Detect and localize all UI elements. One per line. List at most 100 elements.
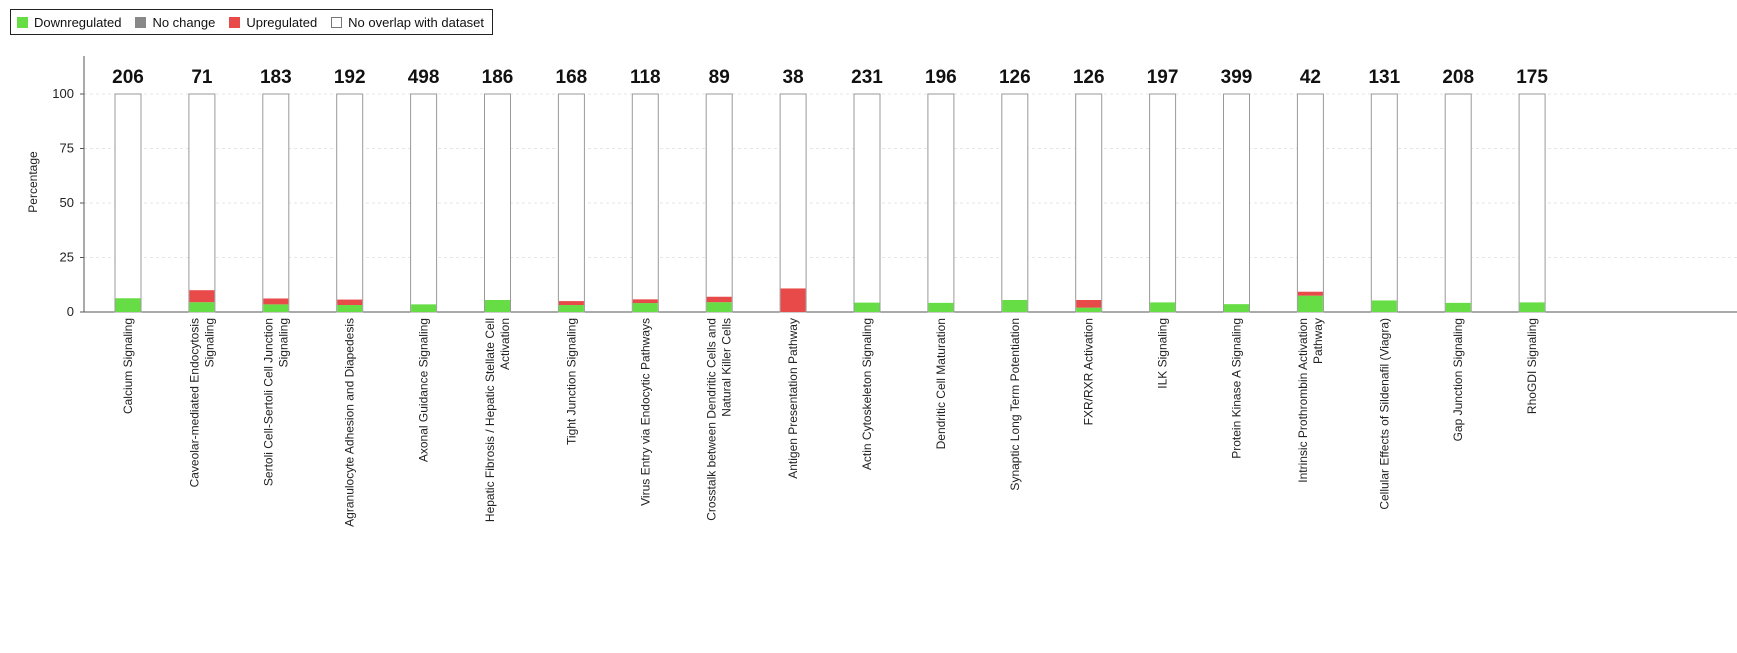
legend-item-no-overlap[interactable]: No overlap with dataset	[331, 15, 484, 30]
bar-total-label: 186	[482, 67, 514, 88]
category-label: Sertoli Cell-Sertoli Cell Junction Signal…	[261, 318, 290, 486]
y-tick-label: 75	[60, 141, 74, 156]
bar-stack	[557, 93, 585, 313]
y-tick-label: 50	[60, 195, 74, 210]
bar-segment-no-overlap	[262, 93, 290, 313]
category-label-line: RhoGDI Signaling	[1525, 318, 1539, 414]
legend-swatch-no-overlap	[331, 16, 343, 28]
category-label: Protein Kinase A Signaling	[1230, 318, 1244, 459]
bar-segment-downregulated	[1002, 300, 1028, 312]
bar-segment-upregulated	[780, 288, 806, 312]
bar-total-label: 498	[408, 67, 440, 88]
bar-stack	[927, 93, 955, 313]
category-label-line: Crosstalk between Dendritic Cells and	[705, 318, 719, 521]
bar-total-label: 175	[1516, 67, 1548, 88]
legend-label-downregulated: Downregulated	[34, 14, 122, 30]
bar-segment-downregulated	[1076, 307, 1102, 312]
category-label-line: Gap Junction Signaling	[1451, 318, 1465, 441]
bar-segment-no-overlap	[188, 93, 216, 313]
bar-segment-no-overlap	[1075, 93, 1103, 313]
legend-item-upregulated[interactable]: Upregulated	[229, 15, 317, 30]
bar-totals: 206 71 183 192 498 186 168 118 89 38 231 196 126 126 1…	[112, 67, 1548, 88]
bar-total-label: 118	[630, 67, 661, 88]
category-label-line: Cellular Effects of Sildenafil (Viagra)	[1377, 318, 1391, 510]
bar-segment-no-overlap	[631, 93, 659, 313]
legend-item-no-change[interactable]: No change	[135, 15, 215, 30]
bar-segment-no-overlap	[1149, 93, 1177, 313]
legend-label-no-overlap: No overlap with dataset	[348, 14, 485, 30]
bar-total-label: 89	[709, 67, 730, 88]
category-label: Caveolar-mediated Endocytosis Signaling	[187, 318, 216, 487]
category-label-line: Natural Killer Cells	[720, 318, 734, 417]
category-label: ILK Signaling	[1156, 318, 1170, 389]
bar-segment-upregulated	[1076, 300, 1102, 308]
bar-stack	[1296, 93, 1324, 313]
bar-stack	[1444, 93, 1472, 313]
category-label-line: Intrinsic Prothrombin Activation	[1296, 318, 1310, 483]
y-tick-label: 100	[52, 86, 74, 101]
category-label: FXR/RXR Activation	[1082, 318, 1096, 425]
category-labels: Calcium Signaling Caveolar-mediated Endoc…	[121, 318, 1539, 527]
category-label: Axonal Guidance Signaling	[417, 318, 431, 462]
bar-total-label: 126	[999, 67, 1031, 88]
bar-segment-downregulated	[928, 302, 954, 312]
category-label-line: Dendritic Cell Maturation	[934, 318, 948, 449]
bar-segment-no-overlap	[336, 93, 364, 313]
category-label-line: Axonal Guidance Signaling	[417, 318, 431, 462]
bar-total-label: 131	[1368, 67, 1400, 88]
bar-segment-downregulated	[263, 304, 289, 312]
bar-stack	[631, 93, 659, 313]
legend-label-upregulated: Upregulated	[246, 14, 318, 30]
legend-label-no-change: No change	[152, 14, 216, 30]
bar-total-label: 183	[260, 67, 292, 88]
category-label: RhoGDI Signaling	[1525, 318, 1539, 414]
bar-stack	[1149, 93, 1177, 313]
legend-swatch-upregulated	[229, 16, 241, 28]
bar-segment-downregulated	[1519, 302, 1545, 312]
bar-stack	[779, 93, 807, 313]
category-label: Crosstalk between Dendritic Cells and Nat…	[705, 318, 734, 521]
bar-segment-no-overlap	[853, 93, 881, 313]
bar-stack	[1518, 93, 1546, 313]
bar-segment-upregulated	[1297, 291, 1323, 296]
bar-segment-downregulated	[1150, 302, 1176, 312]
category-label: Agranulocyte Adhesion and Diapedesis	[343, 318, 357, 527]
bar-stack	[114, 93, 142, 313]
category-label: Cellular Effects of Sildenafil (Viagra)	[1377, 318, 1391, 510]
bar-segment-downregulated	[1224, 304, 1249, 312]
category-label: Hepatic Fibrosis / Hepatic Stellate Cell…	[483, 318, 512, 522]
category-label-line: Sertoli Cell-Sertoli Cell Junction	[261, 318, 275, 486]
bar-total-label: 42	[1300, 67, 1321, 88]
bar-segment-no-overlap	[557, 93, 585, 313]
legend-item-downregulated[interactable]: Downregulated	[17, 15, 121, 30]
bar-stack	[1370, 93, 1398, 313]
bar-segment-no-overlap	[114, 93, 142, 313]
category-label-line: FXR/RXR Activation	[1082, 318, 1096, 425]
y-tick-label: 25	[60, 250, 74, 265]
bar-segment-no-overlap	[779, 93, 807, 313]
bar-total-label: 38	[783, 67, 804, 88]
bar-segment-no-overlap	[927, 93, 955, 313]
bar-segment-downregulated	[115, 298, 141, 312]
bar-segment-no-overlap	[1001, 93, 1029, 313]
bar-stack	[410, 93, 438, 313]
bar-segment-upregulated	[337, 299, 363, 306]
bar-segment-downregulated	[632, 303, 658, 312]
bar-segment-downregulated	[1297, 295, 1323, 312]
category-label-line: Signaling	[202, 318, 216, 367]
bar-segment-downregulated	[1445, 302, 1471, 312]
category-label: Virus Entry via Endocytic Pathways	[638, 318, 652, 506]
bar-segment-downregulated	[411, 304, 437, 312]
bar-segment-no-overlap	[1296, 93, 1324, 313]
category-label-line: Pathway	[1311, 318, 1325, 364]
bar-segment-downregulated	[189, 302, 215, 312]
bar-stack	[853, 93, 881, 313]
bar-stack	[188, 93, 216, 313]
bar-segment-no-overlap	[484, 93, 511, 313]
category-label: Gap Junction Signaling	[1451, 318, 1465, 441]
bar-stack	[1001, 93, 1029, 313]
bar-segment-no-overlap	[1223, 93, 1250, 313]
bar-stack	[336, 93, 364, 313]
bar-segment-no-overlap	[410, 93, 438, 313]
bar-segment-downregulated	[706, 302, 732, 312]
